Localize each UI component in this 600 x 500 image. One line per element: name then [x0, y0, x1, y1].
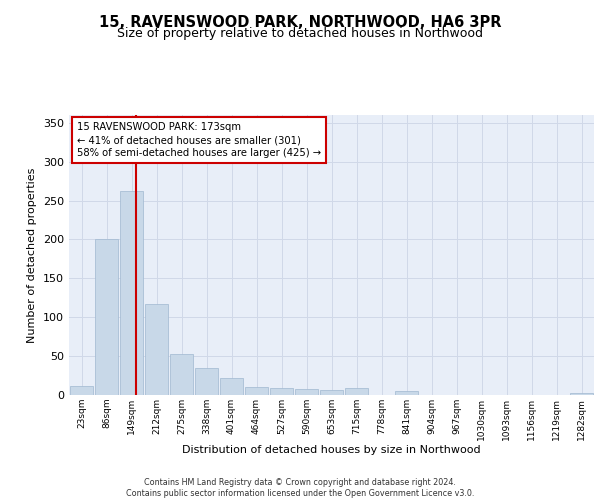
Text: 15 RAVENSWOOD PARK: 173sqm
← 41% of detached houses are smaller (301)
58% of sem: 15 RAVENSWOOD PARK: 173sqm ← 41% of deta… — [77, 122, 321, 158]
Bar — [95, 240, 118, 395]
Bar — [320, 390, 343, 395]
Bar — [170, 354, 193, 395]
Bar — [295, 389, 318, 395]
Bar — [570, 392, 593, 395]
Bar — [120, 191, 143, 395]
Bar — [195, 368, 218, 395]
Bar — [395, 391, 418, 395]
Y-axis label: Number of detached properties: Number of detached properties — [28, 168, 37, 342]
Bar — [245, 387, 268, 395]
Bar — [270, 388, 293, 395]
Text: Size of property relative to detached houses in Northwood: Size of property relative to detached ho… — [117, 28, 483, 40]
Bar — [70, 386, 93, 395]
Bar — [345, 388, 368, 395]
Bar — [145, 304, 168, 395]
Text: 15, RAVENSWOOD PARK, NORTHWOOD, HA6 3PR: 15, RAVENSWOOD PARK, NORTHWOOD, HA6 3PR — [99, 15, 501, 30]
Bar — [220, 378, 243, 395]
Text: Contains HM Land Registry data © Crown copyright and database right 2024.
Contai: Contains HM Land Registry data © Crown c… — [126, 478, 474, 498]
X-axis label: Distribution of detached houses by size in Northwood: Distribution of detached houses by size … — [182, 446, 481, 456]
